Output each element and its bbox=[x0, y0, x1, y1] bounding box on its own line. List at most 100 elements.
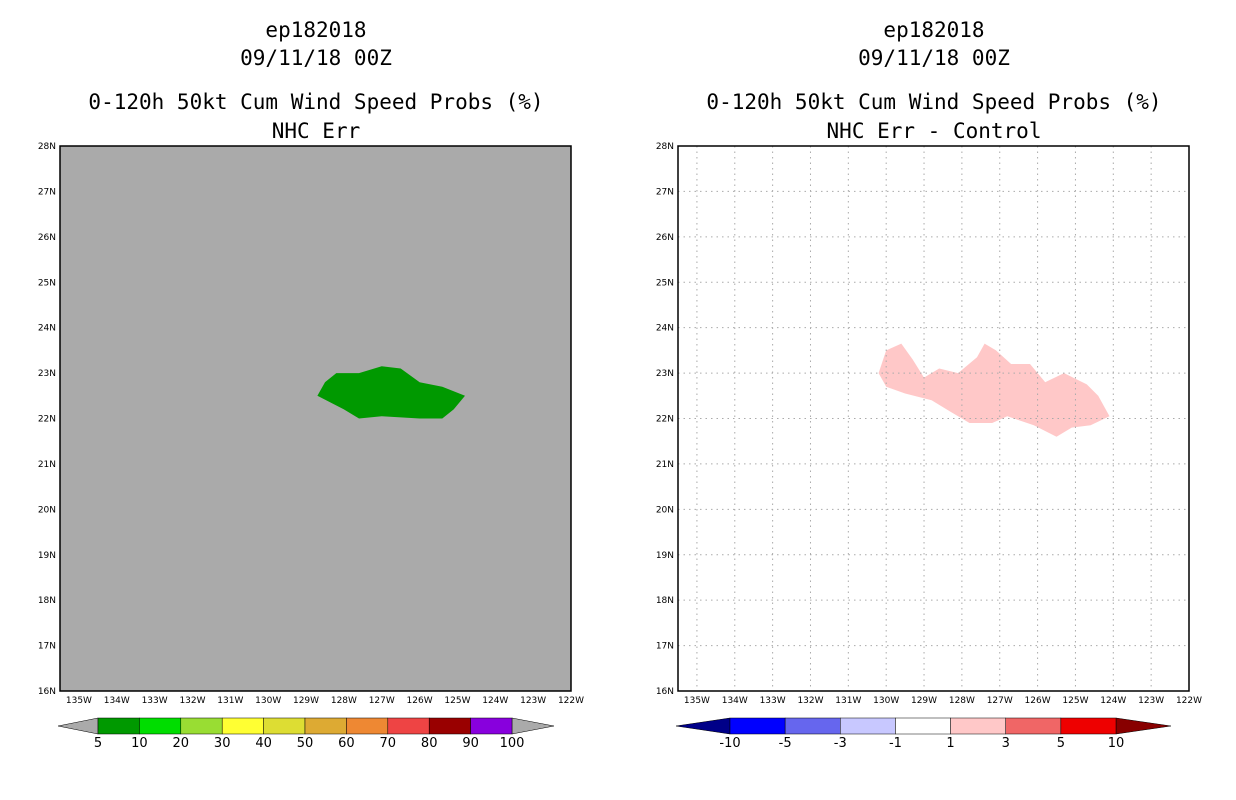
right-x-tick-label: 132W bbox=[797, 696, 823, 706]
left-colorbar-label: 20 bbox=[173, 736, 190, 751]
right-x-tick-label: 130W bbox=[873, 696, 899, 706]
left-title-date: 09/11/18 00Z bbox=[240, 46, 392, 70]
left-x-tick-label: 126W bbox=[407, 696, 433, 706]
right-x-tick-label: 122W bbox=[1176, 696, 1202, 706]
right-y-tick-label: 27N bbox=[656, 187, 674, 197]
left-colorbar-swatch bbox=[263, 717, 306, 735]
left-colorbar-swatch bbox=[346, 717, 389, 735]
right-title-variant: NHC Err - Control bbox=[826, 119, 1042, 143]
right-x-tick-label: 135W bbox=[684, 696, 710, 706]
left-y-tick-label: 20N bbox=[38, 505, 56, 515]
right-y-tick-label: 21N bbox=[656, 460, 674, 470]
right-colorbar-left-arrow bbox=[675, 717, 731, 735]
right-title-storm: ep182018 bbox=[883, 18, 985, 42]
right-y-tick-label: 22N bbox=[656, 415, 674, 425]
right-colorbar-label: -3 bbox=[834, 736, 847, 751]
left-colorbar-swatch bbox=[97, 717, 140, 735]
right-x-tick-label: 128W bbox=[949, 696, 975, 706]
right-plot-area bbox=[678, 146, 1189, 691]
right-colorbar-label: 5 bbox=[1057, 736, 1065, 751]
left-x-tick-label: 125W bbox=[444, 696, 470, 706]
left-colorbar-label: 90 bbox=[462, 736, 479, 751]
left-title-variant: NHC Err bbox=[271, 119, 361, 143]
left-y-tick-label: 22N bbox=[38, 415, 56, 425]
left-region-5-10 bbox=[317, 366, 465, 419]
left-y-tick-label: 28N bbox=[38, 142, 56, 152]
left-colorbar-swatch bbox=[139, 717, 182, 735]
left-colorbar-label: 10 bbox=[131, 736, 148, 751]
right-colorbar-label: 10 bbox=[1108, 736, 1125, 751]
right-title-date: 09/11/18 00Z bbox=[858, 46, 1010, 70]
right-colorbar-swatch bbox=[729, 717, 786, 735]
left-x-tick-label: 122W bbox=[558, 696, 584, 706]
left-colorbar-swatch bbox=[304, 717, 347, 735]
left-colorbar-label: 80 bbox=[421, 736, 438, 751]
right-y-tick-label: 20N bbox=[656, 505, 674, 515]
right-y-tick-label: 25N bbox=[656, 278, 674, 288]
left-colorbar-label: 40 bbox=[255, 736, 272, 751]
left-plot-frame bbox=[59, 145, 572, 692]
right-x-tick-label: 126W bbox=[1025, 696, 1051, 706]
left-colorbar-swatch bbox=[221, 717, 264, 735]
right-y-tick-label: 23N bbox=[656, 369, 674, 379]
right-colorbar-swatch bbox=[950, 717, 1006, 735]
right-x-tick-label: 134W bbox=[722, 696, 748, 706]
left-colorbar-swatch bbox=[387, 717, 430, 735]
left-y-tick-label: 26N bbox=[38, 233, 56, 243]
left-y-tick-label: 25N bbox=[38, 278, 56, 288]
right-y-tick-label: 19N bbox=[656, 551, 674, 561]
left-colorbar-swatch bbox=[470, 717, 513, 735]
left-colorbar-label: 60 bbox=[338, 736, 355, 751]
left-plot-area bbox=[60, 146, 571, 691]
left-y-tick-label: 18N bbox=[38, 596, 56, 606]
right-y-tick-label: 18N bbox=[656, 596, 674, 606]
right-y-tick-label: 24N bbox=[656, 324, 674, 334]
left-colorbar-left-arrow bbox=[57, 717, 99, 735]
left-x-tick-label: 127W bbox=[369, 696, 395, 706]
left-y-tick-label: 19N bbox=[38, 551, 56, 561]
right-x-tick-label: 127W bbox=[987, 696, 1013, 706]
right-x-tick-label: 133W bbox=[760, 696, 786, 706]
left-title-storm: ep182018 bbox=[265, 18, 367, 42]
right-colorbar-label: -10 bbox=[719, 736, 740, 751]
left-y-tick-label: 24N bbox=[38, 324, 56, 334]
left-colorbar-label: 70 bbox=[380, 736, 397, 751]
left-title-product: 0-120h 50kt Cum Wind Speed Probs (%) bbox=[88, 90, 544, 114]
right-y-tick-label: 26N bbox=[656, 233, 674, 243]
right-x-tick-label: 124W bbox=[1100, 696, 1126, 706]
right-y-tick-label: 28N bbox=[656, 142, 674, 152]
left-x-tick-label: 133W bbox=[142, 696, 168, 706]
right-colorbar-right-arrow bbox=[1115, 717, 1172, 735]
left-y-tick-label: 16N bbox=[38, 687, 56, 697]
right-colorbar-swatch bbox=[895, 717, 951, 735]
left-colorbar-swatch bbox=[428, 717, 471, 735]
left-x-tick-label: 134W bbox=[104, 696, 130, 706]
left-x-tick-label: 132W bbox=[179, 696, 205, 706]
right-plot-frame bbox=[677, 145, 1190, 692]
left-x-tick-label: 124W bbox=[482, 696, 508, 706]
left-colorbar-swatch bbox=[180, 717, 223, 735]
right-colorbar-label: 1 bbox=[946, 736, 954, 751]
left-x-tick-label: 128W bbox=[331, 696, 357, 706]
right-title-product: 0-120h 50kt Cum Wind Speed Probs (%) bbox=[706, 90, 1162, 114]
left-colorbar-label: 5 bbox=[94, 736, 102, 751]
right-region-1-3 bbox=[878, 343, 1110, 437]
right-x-tick-label: 125W bbox=[1062, 696, 1088, 706]
left-colorbar-right-arrow bbox=[511, 717, 555, 735]
left-x-tick-label: 123W bbox=[520, 696, 546, 706]
right-y-tick-label: 16N bbox=[656, 687, 674, 697]
left-x-tick-label: 129W bbox=[293, 696, 319, 706]
right-colorbar-label: 3 bbox=[1002, 736, 1010, 751]
right-x-tick-label: 123W bbox=[1138, 696, 1164, 706]
right-x-tick-label: 131W bbox=[835, 696, 861, 706]
left-colorbar-label: 50 bbox=[297, 736, 314, 751]
left-y-tick-label: 23N bbox=[38, 369, 56, 379]
left-x-tick-label: 130W bbox=[255, 696, 281, 706]
left-colorbar-label: 100 bbox=[500, 736, 525, 751]
left-x-tick-label: 131W bbox=[217, 696, 243, 706]
right-x-tick-label: 129W bbox=[911, 696, 937, 706]
left-colorbar-label: 30 bbox=[214, 736, 231, 751]
right-colorbar-swatch bbox=[1005, 717, 1062, 735]
right-colorbar-swatch bbox=[840, 717, 896, 735]
